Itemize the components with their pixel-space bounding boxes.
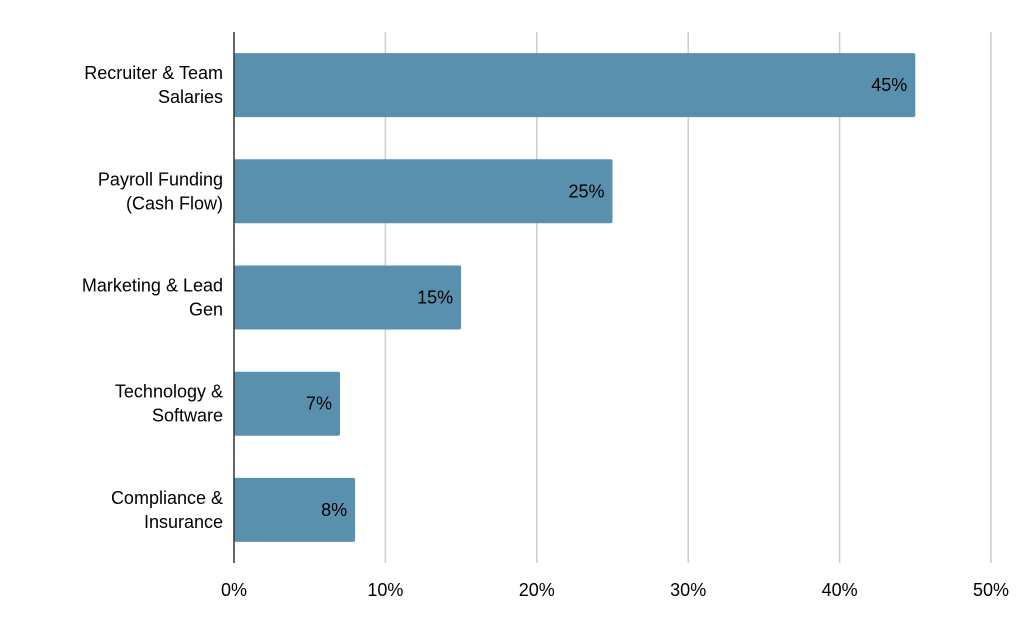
x-tick-label: 20% (519, 580, 555, 600)
category-label: Compliance & Insurance (111, 488, 223, 532)
bar (234, 265, 462, 330)
bar (234, 159, 613, 224)
category-label: Technology & Software (115, 382, 223, 426)
category-label: Marketing & Lead Gen (82, 276, 223, 320)
x-tick-label: 50% (973, 580, 1009, 600)
x-tick-label: 40% (822, 580, 858, 600)
data-label: 45% (871, 75, 907, 95)
category-label-line: Marketing & Lead (82, 276, 223, 296)
data-label: 7% (306, 394, 332, 414)
category-label-line: Technology & (115, 382, 223, 402)
bar (234, 371, 340, 436)
category-label-line: Salaries (158, 87, 223, 107)
data-label: 25% (568, 181, 604, 201)
category-label-line: Recruiter & Team (84, 63, 223, 83)
category-label-line: Insurance (144, 512, 223, 532)
data-label: 15% (417, 288, 453, 308)
category-label-line: Software (152, 406, 223, 426)
bar (234, 477, 356, 542)
gridlines (384, 32, 992, 563)
bars (234, 53, 916, 542)
bar (234, 53, 916, 118)
category-label-line: (Cash Flow) (126, 193, 223, 213)
category-label-line: Payroll Funding (98, 169, 223, 189)
category-label-line: Compliance & (111, 488, 223, 508)
x-tick-label: 10% (367, 580, 403, 600)
category-label: Payroll Funding (Cash Flow) (98, 169, 223, 213)
category-label: Recruiter & Team Salaries (84, 63, 223, 107)
labels: 0% 10% 20% 30% 40% 50% 45% Recruiter & Team Sala… (82, 63, 1009, 600)
category-label-line: Gen (189, 300, 223, 320)
data-label: 8% (321, 500, 347, 520)
x-tick-label: 0% (221, 580, 247, 600)
x-tick-label: 30% (670, 580, 706, 600)
